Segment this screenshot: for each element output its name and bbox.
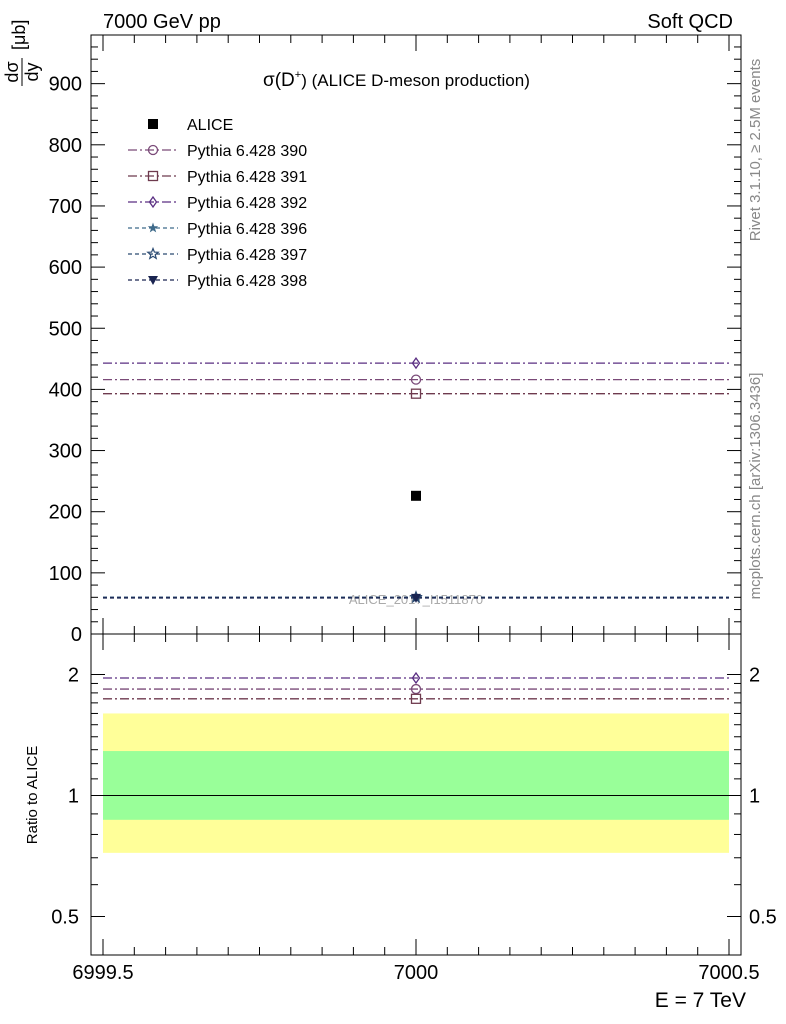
axis-tick-labels: 0 100 200 300 400 500 600 700 800 900 6999.5 7000 70… [49,74,777,984]
uncertainty-band-inner [103,751,729,820]
header-left-label: 7000 GeV pp [103,11,221,33]
ratio-point-pythia-6-428-390 [410,683,422,695]
main-y-tick-label: 900 [49,74,82,96]
main-ylabel: dσ dy [μb] [2,20,42,86]
main-y-tick-label: 0 [71,624,82,646]
header-right-label: Soft QCD [647,11,733,33]
axis-ticks [91,35,741,955]
title-sigma: σ(D [263,70,295,91]
main-y-tick-label: 800 [49,135,82,157]
point-alice [411,490,421,501]
ratio-point-pythia-6-428-391 [410,693,422,704]
point-pythia-6-428-398 [411,593,421,603]
point-pythia-6-428-392 [411,356,421,370]
ratio-y-tick-label-left: 0.5 [51,907,79,929]
series-markers [409,356,423,704]
main-y-tick-label: 200 [49,502,82,524]
ylabel-numerator: dσ [2,61,22,82]
legend: ALICE Pythia 6.428 390 Pythia 6.428 391 Pyt… [128,117,307,290]
main-y-tick-label: 700 [49,196,82,218]
legend-marker-pythia-6-428-397 [146,246,160,260]
legend-label-pythia-6-428-392: Pythia 6.428 392 [187,195,307,212]
ratio-series-lines [103,677,729,700]
main-y-tick-label: 500 [49,318,82,340]
main-y-tick-label: 100 [49,563,82,585]
legend-label-pythia-6-428-391: Pythia 6.428 391 [187,169,307,186]
legend-marker-pythia-6-428-396 [147,222,159,233]
x-tick-label: 7000.5 [698,962,759,984]
main-y-tick-label: 300 [49,441,82,463]
legend-marker-pythia-6-428-390 [147,144,159,156]
x-tick-label: 7000 [394,962,439,984]
legend-marker-pythia-6-428-391 [147,170,159,182]
rivet-label: Rivet 3.1.10, ≥ 2.5M events [747,59,764,242]
ratio-y-tick-label-left: 1 [68,786,79,808]
ylabel-unit: [μb] [9,20,29,50]
main-series-lines [103,362,729,599]
ratio-y-tick-label-right: 2 [749,665,760,687]
x-tick-label: 6999.5 [72,962,133,984]
legend-label-pythia-6-428-390: Pythia 6.428 390 [187,143,307,160]
ratio-y-tick-label-left: 2 [68,665,79,687]
point-pythia-6-428-390 [410,374,422,385]
ratio-y-tick-label-right: 0.5 [749,907,777,929]
main-y-tick-label: 600 [49,257,82,279]
title-rest: ) (ALICE D-meson production) [301,71,530,90]
main-title: σ(D+) (ALICE D-meson production) [263,69,530,91]
legend-label-alice: ALICE [187,117,233,134]
x-axis-label: E = 7 TeV [655,989,746,1012]
legend-marker-alice [148,119,158,129]
ratio-point-pythia-6-428-392 [411,671,421,685]
point-pythia-6-428-391 [410,388,422,399]
mcplots-label: mcplots.cern.ch [arXiv:1306.3436] [747,373,764,600]
main-y-tick-label: 400 [49,379,82,401]
legend-label-pythia-6-428-398: Pythia 6.428 398 [187,273,307,290]
ratio-ylabel: Ratio to ALICE [24,746,41,844]
ratio-y-tick-label-right: 1 [749,786,760,808]
ylabel-denominator: dy [22,62,42,81]
legend-marker-pythia-6-428-398 [148,276,158,285]
ratio-bands [103,713,729,853]
legend-label-pythia-6-428-397: Pythia 6.428 397 [187,247,307,264]
legend-marker-pythia-6-428-392 [148,195,158,209]
legend-label-pythia-6-428-396: Pythia 6.428 396 [187,221,307,238]
title-superscript: + [295,69,301,81]
